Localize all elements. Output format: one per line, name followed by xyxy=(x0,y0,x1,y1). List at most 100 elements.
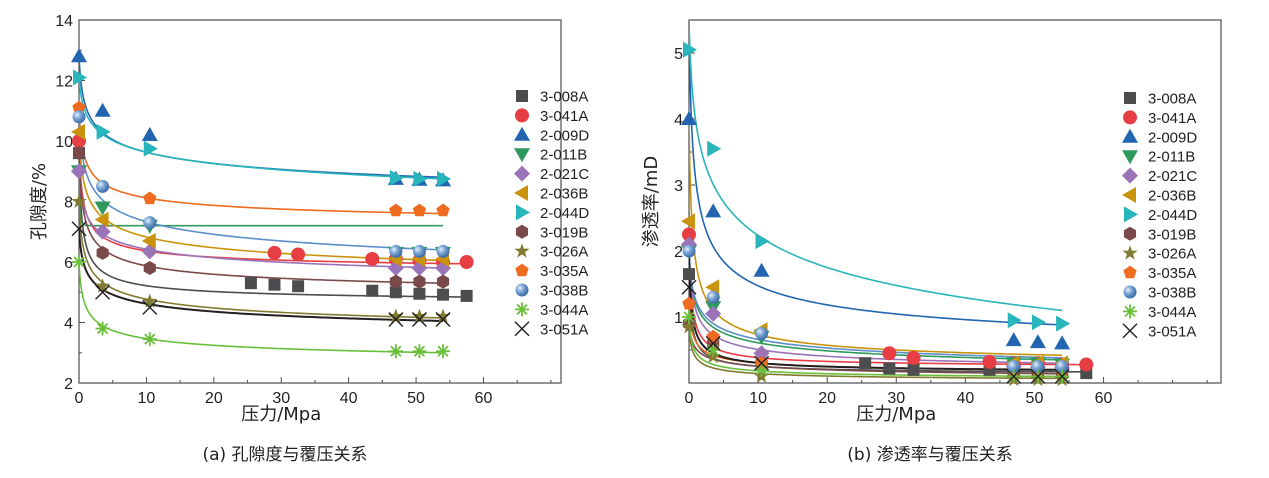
data-point xyxy=(1031,360,1045,373)
legend-item: 2-011B xyxy=(1122,149,1195,166)
legend-marker xyxy=(1122,167,1138,184)
data-point xyxy=(388,344,403,359)
legend-label: 2-021C xyxy=(540,166,589,183)
data-point xyxy=(72,146,86,161)
legend-label: 3-035A xyxy=(540,263,588,280)
data-point xyxy=(906,350,921,365)
data-point xyxy=(389,203,403,217)
x-tick-label: 0 xyxy=(75,390,84,407)
legend-marker xyxy=(516,90,528,102)
legend-item: 3-008A xyxy=(1124,91,1196,108)
data-point xyxy=(705,305,722,322)
y-axis-title: 孔隙度/% xyxy=(29,163,50,240)
y-tick-label: 2 xyxy=(64,376,73,393)
fit-curve-3-026A xyxy=(79,201,444,319)
data-point xyxy=(95,321,110,336)
legend-marker xyxy=(514,165,530,182)
data-point xyxy=(412,203,427,217)
legend-marker xyxy=(514,148,530,163)
series-3-026A xyxy=(71,193,451,323)
data-point xyxy=(436,344,451,359)
y-axis-title: 渗透率/mD xyxy=(641,156,662,247)
data-point xyxy=(459,255,474,269)
legend-label: 2-011B xyxy=(540,147,587,164)
data-point xyxy=(682,227,696,242)
data-points xyxy=(71,48,474,359)
data-point xyxy=(1007,312,1022,329)
data-point xyxy=(1054,335,1071,350)
plot-frame xyxy=(688,19,1222,384)
legend-item: 3-051A xyxy=(514,321,588,338)
legend-item: 3-041A xyxy=(515,108,588,125)
legend-marker xyxy=(1123,110,1137,125)
series-3-051A xyxy=(681,279,1070,384)
series-2-036B xyxy=(681,213,1069,372)
fit-curves xyxy=(689,20,1087,380)
y-tick-label: 8 xyxy=(64,195,73,212)
legend-marker xyxy=(514,321,530,337)
legend-label: 3-026A xyxy=(540,244,588,261)
data-point xyxy=(436,274,450,289)
fit-curve-3-041A xyxy=(689,234,1087,366)
fit-curve-2-021C xyxy=(79,171,444,269)
legend-marker xyxy=(1122,323,1138,339)
legend-marker xyxy=(514,126,530,141)
data-point xyxy=(682,244,696,258)
series-2-044D xyxy=(73,69,452,187)
data-point xyxy=(436,244,450,258)
data-point xyxy=(413,287,426,300)
series-3-051A xyxy=(71,221,451,327)
data-point xyxy=(72,255,86,269)
legend-label: 3-008A xyxy=(1148,91,1196,108)
legend-item: 3-019B xyxy=(1123,226,1196,243)
y-tick-label: 14 xyxy=(55,13,73,30)
fit-curve-2-036B xyxy=(79,131,444,262)
series-3-019B xyxy=(72,146,450,289)
legend-label: 3-041A xyxy=(1148,110,1196,127)
data-point xyxy=(907,363,920,376)
legend-item: 2-044D xyxy=(516,204,589,222)
data-point xyxy=(1055,360,1069,373)
data-point xyxy=(435,311,451,327)
data-point xyxy=(389,274,402,289)
legend-marker xyxy=(515,263,529,277)
data-point xyxy=(1006,368,1022,384)
fit-curve-3-035A xyxy=(79,107,444,215)
legend-label: 3-041A xyxy=(540,108,588,125)
y-tick-label: 4 xyxy=(64,316,73,333)
data-point xyxy=(413,274,426,289)
legend-marker xyxy=(514,243,530,258)
fit-curve-2-009D xyxy=(689,20,1063,326)
x-tick-label: 0 xyxy=(685,390,694,407)
data-point xyxy=(754,355,770,371)
data-point xyxy=(754,362,769,377)
x-tick-label: 20 xyxy=(818,390,836,407)
data-point xyxy=(142,299,158,315)
data-point xyxy=(142,293,158,308)
data-point xyxy=(388,308,404,323)
data-point xyxy=(143,216,157,230)
y-tick-label: 2 xyxy=(674,244,683,261)
data-point xyxy=(94,223,111,240)
legend-label: 2-009D xyxy=(540,127,589,144)
legend-item: 2-009D xyxy=(514,126,589,144)
fit-curve-2-044D xyxy=(689,20,1063,312)
data-point xyxy=(1056,315,1071,332)
legend-marker xyxy=(1124,92,1136,104)
data-point xyxy=(143,261,156,276)
legend-marker xyxy=(1123,304,1137,319)
data-point xyxy=(142,332,157,347)
legend-item: 2-009D xyxy=(1122,128,1197,146)
data-point xyxy=(96,179,110,193)
data-point xyxy=(705,203,722,218)
data-point xyxy=(755,233,770,250)
legend-label: 2-021C xyxy=(1148,168,1197,185)
legend-label: 2-044D xyxy=(1148,207,1197,224)
legend-item: 3-026A xyxy=(514,243,588,261)
fit-curve-3-044A xyxy=(79,261,444,354)
data-point xyxy=(94,211,109,228)
data-point xyxy=(71,193,87,208)
legend-label: 2-011B xyxy=(1148,149,1195,166)
data-point xyxy=(683,41,697,58)
data-point xyxy=(95,284,111,300)
